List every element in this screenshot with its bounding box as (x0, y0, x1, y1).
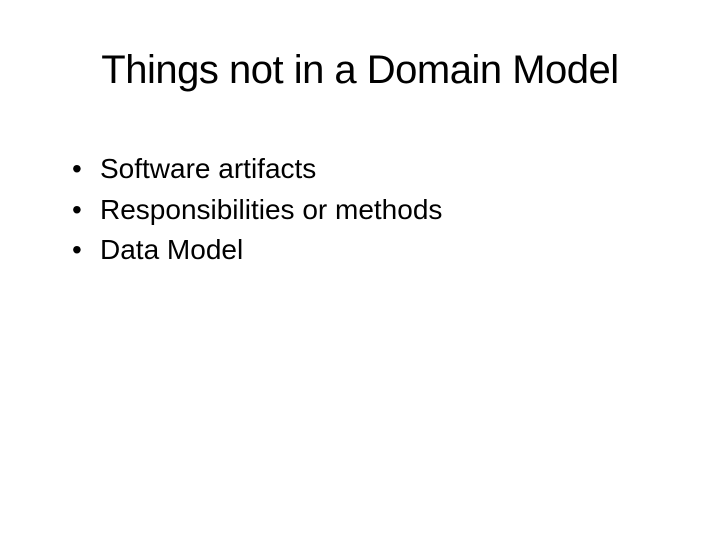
bullet-text: Software artifacts (100, 149, 316, 190)
bullet-text: Responsibilities or methods (100, 190, 442, 231)
list-item: • Responsibilities or methods (72, 190, 666, 231)
slide-title: Things not in a Domain Model (54, 48, 666, 93)
bullet-icon: • (72, 149, 100, 190)
bullet-icon: • (72, 190, 100, 231)
list-item: • Data Model (72, 230, 666, 271)
list-item: • Software artifacts (72, 149, 666, 190)
bullet-text: Data Model (100, 230, 243, 271)
bullet-icon: • (72, 230, 100, 271)
bullet-list: • Software artifacts • Responsibilities … (54, 149, 666, 271)
